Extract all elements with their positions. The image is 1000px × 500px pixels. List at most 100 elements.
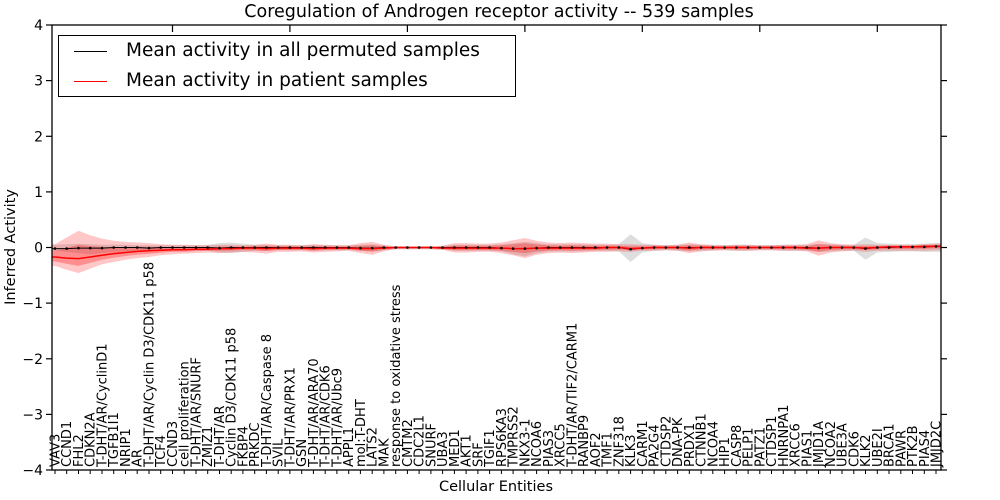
permuted-marker [735,246,738,249]
permuted-marker [829,246,832,249]
legend-label-patient: Mean activity in patient samples [126,69,428,91]
x-tick-label: RANBP9 [577,415,592,467]
permuted-marker [782,246,785,249]
permuted-marker [253,246,256,249]
x-tick-label: ZNF318 [612,416,627,467]
x-tick-label: AOF2 [589,432,604,467]
permuted-line-swatch [74,50,107,52]
permuted-marker [652,246,656,249]
permuted-marker [746,246,750,249]
permuted-marker [699,246,703,249]
permuted-marker [570,246,574,249]
permuted-marker [276,246,280,249]
x-tick-label: cell proliferation [178,361,193,467]
x-tick-label: CTDSP1 [765,416,780,467]
permuted-marker [488,246,491,249]
permuted-marker [182,246,186,249]
permuted-marker [899,245,903,249]
x-tick-label: UBE3A [836,423,851,467]
x-tick-label: PATZ1 [753,427,768,467]
x-tick-label: XRCC5 [554,423,569,467]
x-tick-label: PTK2B [906,426,921,468]
permuted-marker [241,246,245,249]
legend-label-permuted: Mean activity in all permuted samples [126,39,480,61]
x-tick-label: NKX3-1 [518,419,533,467]
x-tick-label: T-DHT/AR/PRX1 [283,367,298,468]
permuted-marker [453,246,456,249]
permuted-marker [124,246,127,249]
x-tick-label: T-DHT/AR/CyclinD1 [96,343,111,468]
permuted-marker [864,247,867,250]
permuted-marker [147,246,151,250]
permuted-marker [876,246,879,249]
permuted-marker [312,246,315,249]
permuted-marker [770,246,773,249]
x-tick-label: KLK2 [859,434,874,467]
y-tick-label: 1 [34,185,43,201]
permuted-marker [676,246,679,249]
permuted-marker [417,246,421,249]
permuted-marker [77,246,80,250]
x-tick-label: VAV3 [49,434,64,467]
x-tick-label: JMJD2C [930,421,945,468]
x-tick-label: T-DHT/AR/CDK6 [319,365,334,468]
x-tick-label: PRDX1 [683,423,698,467]
x-tick-label: PIAS1 [800,430,815,467]
permuted-marker [135,246,139,249]
permuted-marker [112,246,115,249]
permuted-marker [817,246,820,250]
x-axis [54,25,937,474]
x-tick-label: TGFB1I1 [107,412,122,468]
x-tick-label: PRKDC [248,423,263,467]
permuted-marker [441,246,444,249]
patient-line-swatch [74,80,107,82]
permuted-marker [323,246,327,249]
x-tick-label: AKT1 [460,434,475,467]
permuted-marker [758,246,762,249]
y-tick-label: 3 [34,74,43,90]
permuted-marker [535,246,538,250]
permuted-marker [605,246,609,249]
x-tick-label: CTDSP2 [659,416,674,467]
x-tick-label: UBE2I [871,428,886,467]
x-tick-label: CASP8 [730,425,745,467]
y-tick-label: 4 [34,18,43,34]
permuted-marker [840,246,844,249]
x-tick-label: PAWR [894,430,909,467]
permuted-marker [359,246,362,250]
permuted-marker [229,246,233,249]
legend-item-patient: Mean activity in patient samples [59,69,515,91]
x-tick-label: MAK [377,438,392,467]
permuted-marker [511,247,515,250]
x-tick-label: GSN [295,439,310,467]
x-tick-label: TCF4 [154,435,169,468]
permuted-mean-markers [53,245,938,251]
permuted-marker [911,245,914,249]
permuted-marker [852,246,856,249]
permuted-marker [347,246,351,249]
permuted-marker [793,246,797,249]
permuted-marker [664,246,668,249]
permuted-marker [464,246,468,249]
x-tick-label: KLK3 [624,434,639,467]
permuted-marker [558,246,562,249]
x-tick-label: T-DHT/AR/ARA70 [307,358,322,468]
patient-band-outer [52,230,941,274]
x-tick-label: PIAS4 [918,430,933,467]
x-tick-label: LATS2 [366,427,381,467]
permuted-marker [688,246,691,249]
x-tick-label: RPS6KA3 [495,408,510,467]
x-axis-label: Cellular Entities [439,479,553,495]
mean-lines [51,245,942,260]
permuted-marker [206,246,209,249]
permuted-marker [88,246,92,250]
permuted-marker [476,246,480,249]
permuted-marker [265,246,268,249]
x-tick-label: FKBP4 [236,426,251,467]
x-tick-label: T-DHT/AR/Cyclin D3/CDK11 p58 [143,262,158,468]
x-tick-label: CMTM2 [401,419,416,467]
permuted-marker [218,246,221,250]
permuted-marker [594,246,597,249]
x-tick-label: PA2G4 [648,424,663,467]
x-tick-label: CDK6 [847,431,862,467]
